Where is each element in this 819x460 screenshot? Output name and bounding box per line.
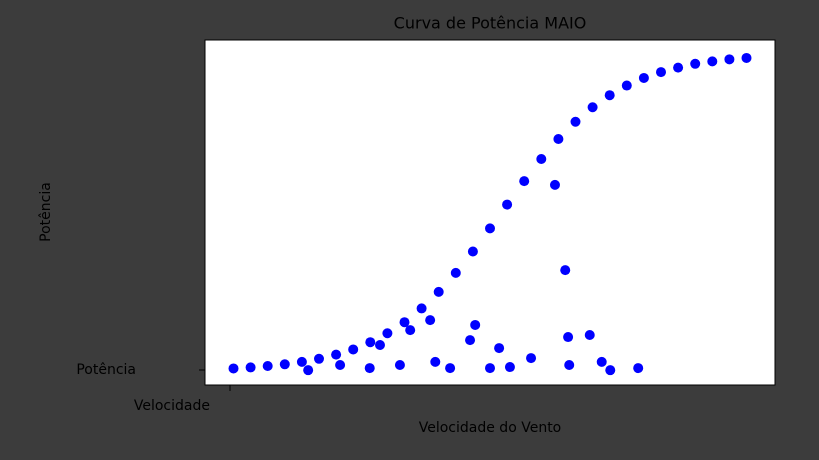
y-axis-label: Potência [38, 182, 54, 242]
point [470, 319, 481, 330]
point [494, 343, 505, 354]
point [262, 361, 273, 372]
point [690, 58, 701, 69]
point [724, 54, 735, 65]
point [465, 335, 476, 346]
point [425, 315, 436, 326]
point [563, 332, 574, 343]
point [445, 363, 456, 374]
point [279, 359, 290, 370]
point [536, 154, 547, 165]
point [621, 80, 632, 91]
point [673, 62, 684, 73]
point [633, 363, 644, 374]
point [374, 339, 385, 350]
plot-area [204, 39, 776, 386]
point [587, 102, 598, 113]
point [348, 344, 359, 355]
x-tick-label: Velocidade [134, 398, 210, 414]
point [364, 363, 375, 374]
point [416, 303, 427, 314]
point [519, 176, 530, 187]
point [570, 116, 581, 127]
point [450, 267, 461, 278]
point [303, 365, 314, 376]
x-axis-label: Velocidade do Vento [419, 420, 562, 436]
point [553, 134, 564, 145]
y-tick-label: Potência [76, 362, 136, 378]
point [365, 337, 376, 348]
point [485, 363, 495, 374]
point [430, 356, 441, 367]
point [296, 356, 307, 367]
point [331, 349, 342, 360]
point [382, 328, 393, 339]
point [502, 199, 513, 210]
point [485, 223, 495, 234]
point [741, 52, 752, 63]
point [656, 67, 666, 78]
point [707, 56, 718, 67]
point [560, 265, 571, 276]
point [596, 356, 607, 367]
point [399, 317, 410, 328]
point [394, 359, 405, 370]
point [335, 359, 346, 370]
point [605, 365, 616, 376]
point [405, 325, 416, 336]
point [584, 329, 595, 340]
point [504, 362, 515, 373]
point [467, 246, 478, 257]
point [526, 353, 537, 364]
point [604, 90, 615, 101]
point [564, 359, 575, 370]
chart-title: Curva de Potência MAIO [394, 14, 587, 33]
point [314, 353, 324, 364]
point [549, 179, 560, 190]
point [433, 286, 444, 297]
point [638, 72, 649, 83]
point [245, 362, 256, 373]
point [228, 363, 239, 374]
